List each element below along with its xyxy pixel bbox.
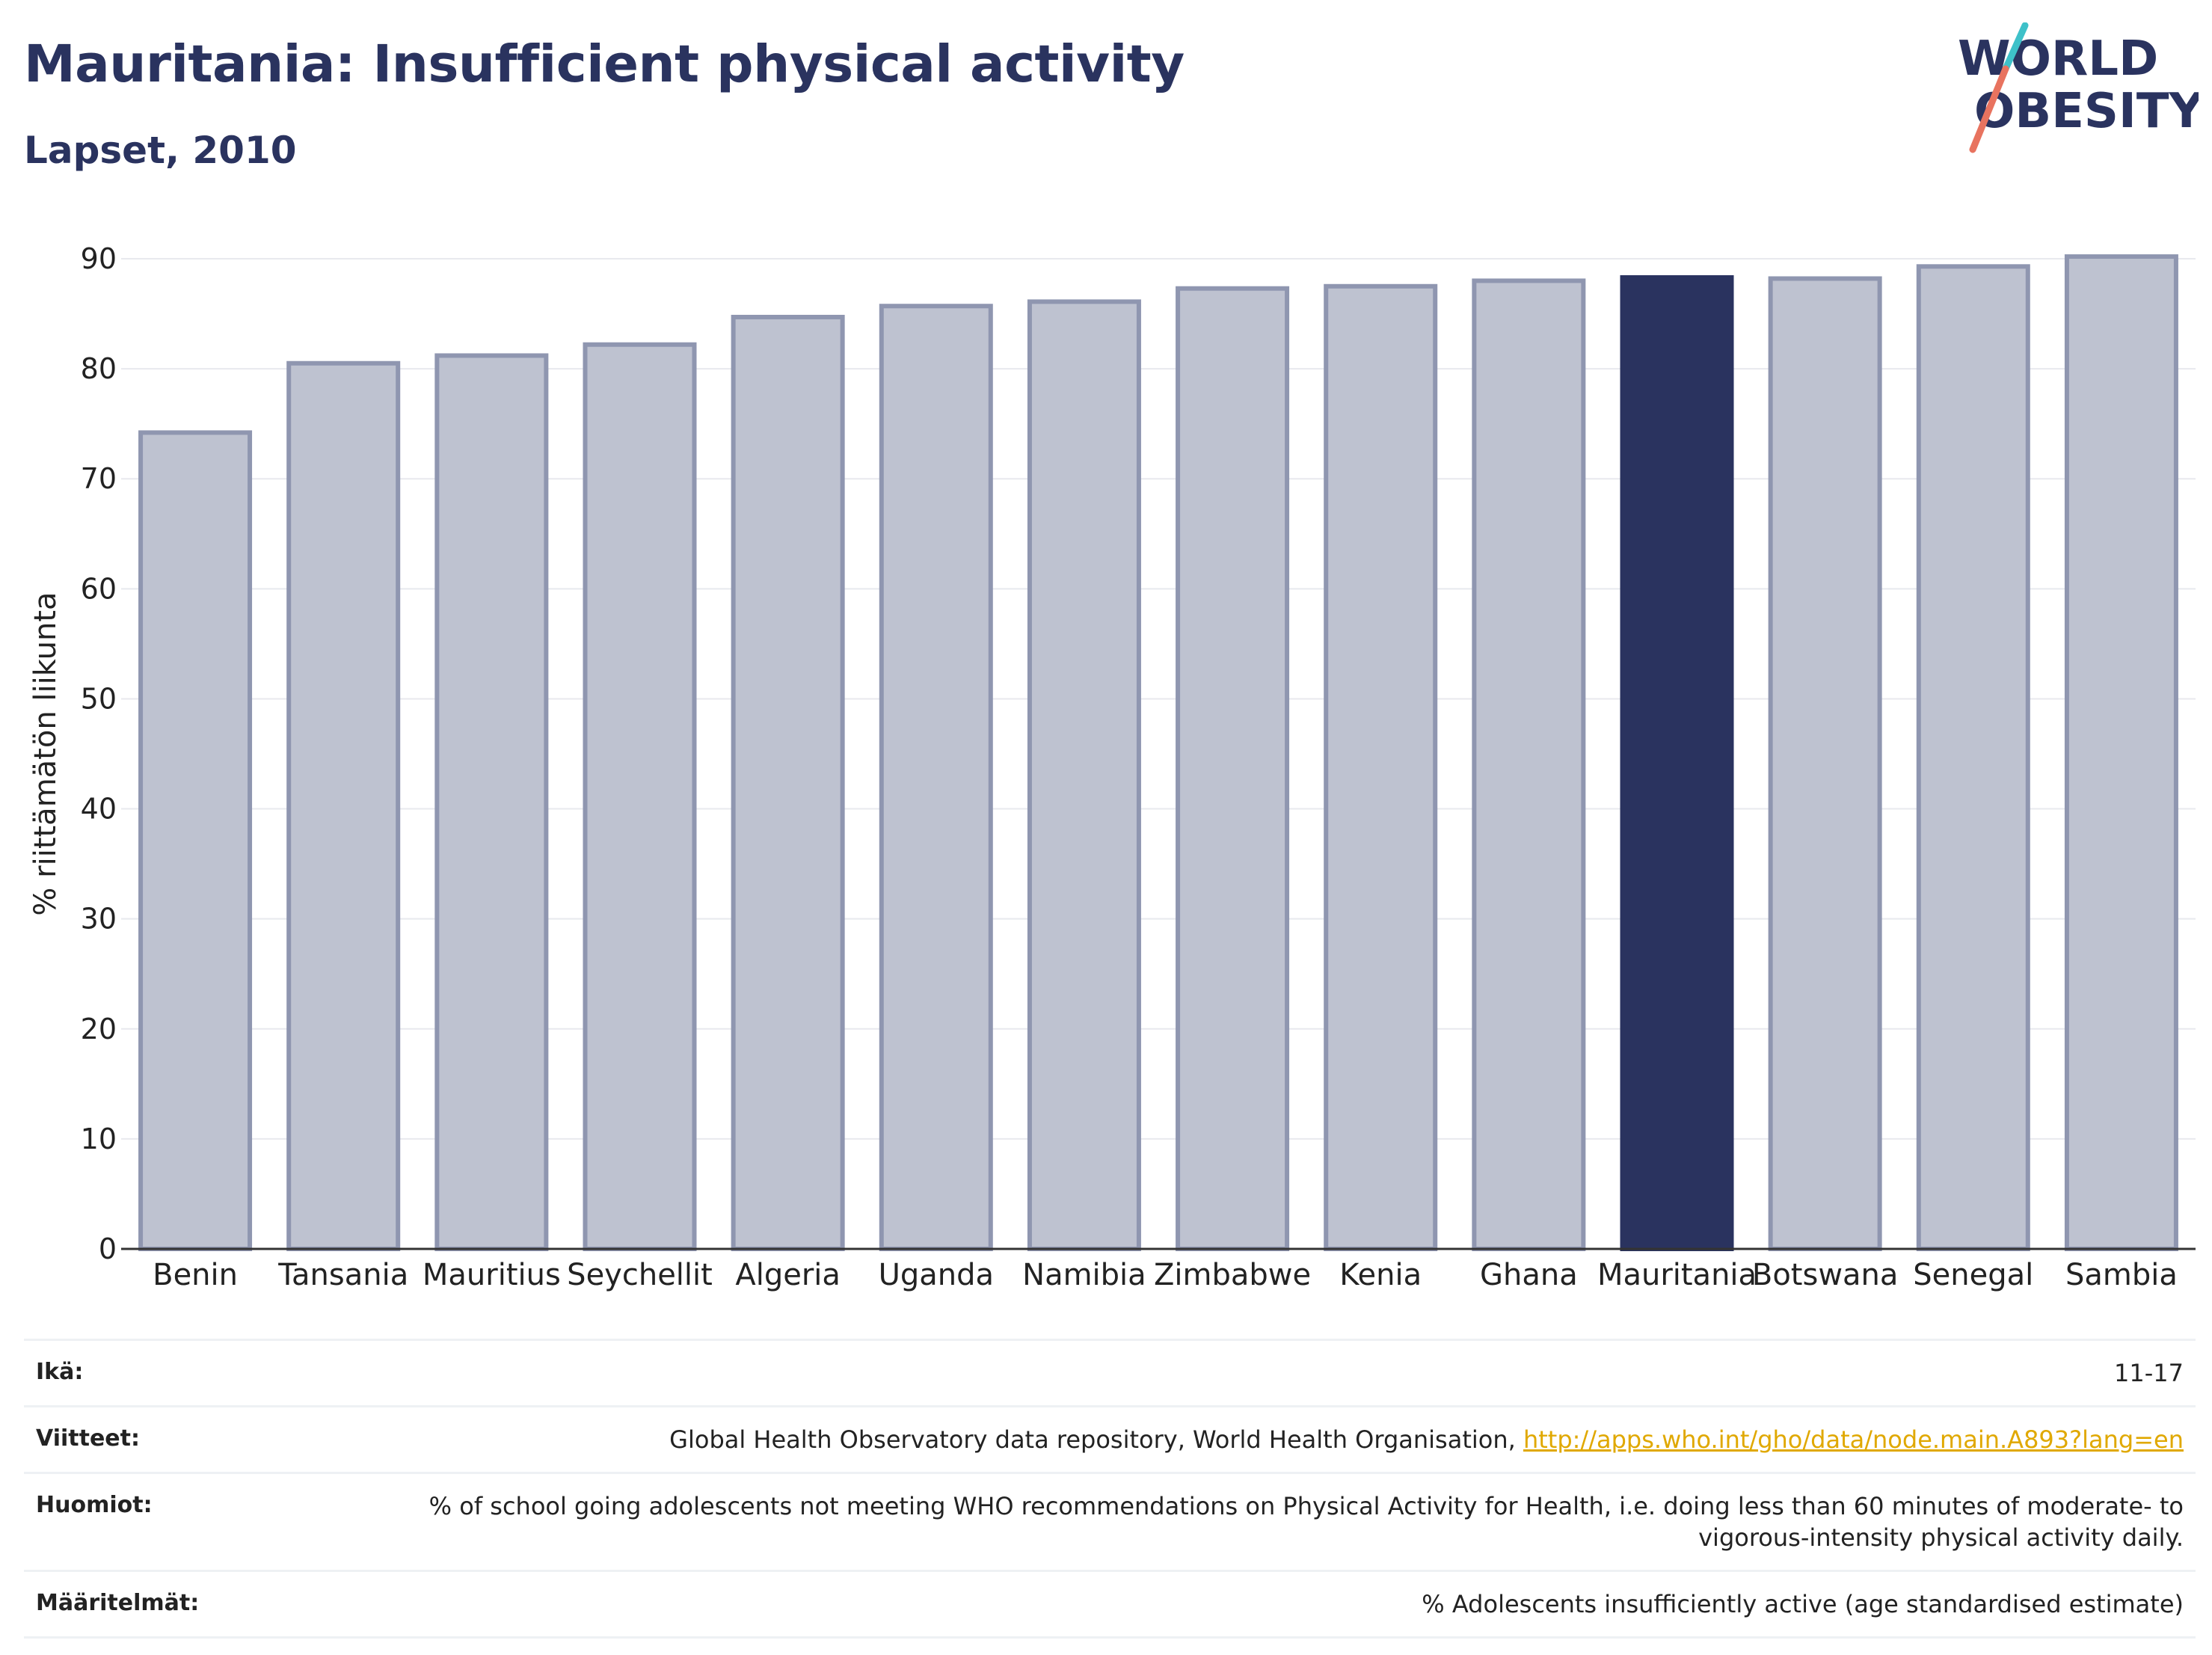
x-tick-label: Ghana	[1480, 1258, 1578, 1292]
notes-value: % of school going adolescents not meetin…	[428, 1492, 2184, 1552]
y-tick-label: 90	[81, 242, 117, 275]
info-row-age: Ikä: 11-17	[24, 1339, 2196, 1405]
bars	[138, 254, 2178, 1252]
bar-sambia	[2064, 254, 2178, 1252]
info-row-definitions: Määritelmät: % Adolescents insufficientl…	[24, 1570, 2196, 1639]
grid-lines	[121, 258, 2196, 1140]
bar-benin	[138, 430, 253, 1251]
references-label: Viitteet:	[36, 1425, 140, 1452]
bar-kenia	[1324, 283, 1438, 1251]
bar-mauritius	[434, 353, 549, 1252]
bar-algeria	[731, 314, 845, 1252]
logo-slash-bottom	[1969, 65, 2009, 153]
definitions-value: % Adolescents insufficiently active (age…	[1422, 1590, 2184, 1618]
bar-seychellit	[583, 342, 697, 1251]
world-obesity-logo: WORLD OBESITY	[1958, 22, 2199, 153]
y-tick-label: 50	[81, 682, 117, 715]
y-tick-label: 10	[81, 1123, 117, 1155]
y-tick-label: 70	[81, 462, 117, 495]
y-tick-label: 0	[99, 1232, 117, 1265]
x-tick-label: Mauritius	[423, 1258, 561, 1292]
y-tick-label: 20	[81, 1013, 117, 1045]
bar-uganda	[879, 304, 993, 1251]
x-tick-label: Botswana	[1752, 1258, 1899, 1292]
info-row-references: Viitteet: Global Health Observatory data…	[24, 1405, 2196, 1472]
notes-label: Huomiot:	[36, 1492, 153, 1518]
chart-title: Mauritania: Insufficient physical activi…	[24, 34, 1185, 94]
definitions-label: Määritelmät:	[36, 1590, 200, 1616]
x-tick-label: Senegal	[1913, 1258, 2033, 1292]
bar-botswana	[1768, 276, 1882, 1252]
logo-slash-top	[2002, 22, 2029, 73]
bar-namibia	[1027, 299, 1141, 1252]
bar-tansania	[286, 360, 401, 1251]
y-tick-label: 40	[81, 793, 117, 826]
references-text: Global Health Observatory data repositor…	[669, 1425, 1523, 1454]
y-axis-ticks: 0 10 20 30 40 50 60 70 80 90	[81, 242, 117, 1265]
x-tick-label: Namibia	[1022, 1258, 1146, 1292]
y-axis-label: % riittämätön liikunta	[28, 592, 63, 915]
x-axis-ticks: Benin Tansania Mauritius Seychellit Algeria U…	[153, 1258, 2178, 1292]
y-tick-label: 60	[81, 572, 117, 605]
bar-senegal	[1916, 264, 2030, 1252]
references-link[interactable]: http://apps.who.int/gho/data/node.main.A…	[1523, 1425, 2184, 1454]
y-tick-label: 80	[81, 352, 117, 385]
x-tick-label: Seychellit	[567, 1258, 713, 1292]
references-value: Global Health Observatory data repositor…	[669, 1424, 2184, 1455]
x-tick-label: Zimbabwe	[1154, 1258, 1311, 1292]
x-tick-label: Sambia	[2065, 1258, 2178, 1292]
x-tick-label: Tansania	[277, 1258, 408, 1292]
x-tick-label: Algeria	[735, 1258, 841, 1292]
info-row-notes: Huomiot: % of school going adolescents n…	[24, 1472, 2196, 1570]
x-tick-label: Uganda	[879, 1258, 994, 1292]
age-label: Ikä:	[36, 1359, 84, 1385]
x-tick-label: Mauritania	[1597, 1258, 1757, 1292]
logo-line2: OBESITY	[1974, 84, 2199, 139]
logo-line1: WORLD	[1958, 31, 2158, 87]
bar-mauritania	[1620, 275, 1734, 1251]
bar-chart: 0 10 20 30 40 50 60 70 80 90 Benin Tansania Mauriti…	[28, 242, 2196, 1292]
y-tick-label: 30	[81, 903, 117, 936]
x-tick-label: Benin	[153, 1258, 238, 1292]
age-value: 11-17	[2114, 1359, 2184, 1387]
x-tick-label: Kenia	[1339, 1258, 1422, 1292]
chart-subtitle: Lapset, 2010	[24, 129, 297, 172]
info-table: Ikä: 11-17 Viitteet: Global Health Obser…	[24, 1339, 2196, 1639]
bar-ghana	[1472, 278, 1586, 1251]
bar-zimbabwe	[1176, 286, 1290, 1252]
